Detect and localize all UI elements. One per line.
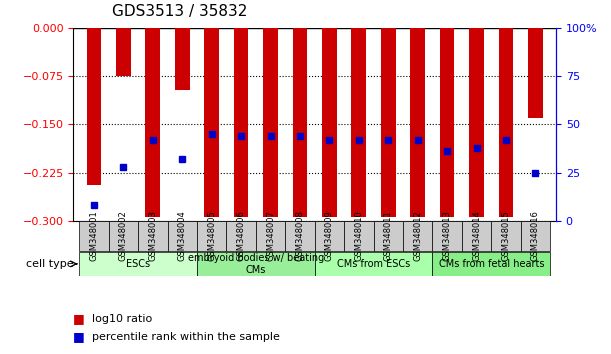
Text: GSM348002: GSM348002 [119,211,128,261]
Text: GSM348007: GSM348007 [266,210,275,261]
Bar [440,28,455,217]
Text: embryoid bodies w/ beating
CMs: embryoid bodies w/ beating CMs [188,253,324,275]
Text: ■: ■ [73,330,85,343]
Bar [411,28,425,217]
Text: GSM348015: GSM348015 [502,211,510,261]
Text: GSM348004: GSM348004 [178,211,187,261]
Bar [293,28,307,217]
FancyBboxPatch shape [167,221,197,251]
Bar [528,28,543,118]
Text: GSM348001: GSM348001 [89,211,98,261]
Text: GDS3513 / 35832: GDS3513 / 35832 [112,4,247,19]
Bar [499,28,513,217]
Bar [381,28,395,217]
FancyBboxPatch shape [79,221,109,251]
Text: GSM348013: GSM348013 [442,210,452,261]
FancyBboxPatch shape [79,252,197,276]
Text: cell type: cell type [26,259,73,269]
Text: GSM348014: GSM348014 [472,211,481,261]
Text: log10 ratio: log10 ratio [92,314,152,324]
Bar [469,28,484,217]
Text: GSM348009: GSM348009 [325,211,334,261]
FancyBboxPatch shape [344,221,373,251]
Text: ■: ■ [73,312,85,325]
Bar [175,28,189,91]
Text: GSM348012: GSM348012 [413,211,422,261]
FancyBboxPatch shape [373,221,403,251]
FancyBboxPatch shape [138,221,167,251]
FancyBboxPatch shape [109,221,138,251]
FancyBboxPatch shape [403,221,433,251]
Text: CMs from fetal hearts: CMs from fetal hearts [439,259,544,269]
FancyBboxPatch shape [226,221,256,251]
Text: GSM348016: GSM348016 [531,210,540,261]
FancyBboxPatch shape [256,221,285,251]
FancyBboxPatch shape [521,221,550,251]
Text: GSM348005: GSM348005 [207,211,216,261]
Text: ESCs: ESCs [126,259,150,269]
Bar [145,28,160,217]
FancyBboxPatch shape [433,221,462,251]
FancyBboxPatch shape [197,252,315,276]
FancyBboxPatch shape [315,221,344,251]
Bar [351,28,366,217]
Bar [204,28,219,217]
Bar [87,28,101,185]
Text: GSM348008: GSM348008 [296,210,304,261]
Bar [322,28,337,217]
FancyBboxPatch shape [315,252,433,276]
FancyBboxPatch shape [285,221,315,251]
Text: percentile rank within the sample: percentile rank within the sample [92,332,279,342]
FancyBboxPatch shape [491,221,521,251]
Bar [234,28,249,217]
FancyBboxPatch shape [462,221,491,251]
Text: GSM348006: GSM348006 [236,210,246,261]
FancyBboxPatch shape [197,221,226,251]
Text: CMs from ESCs: CMs from ESCs [337,259,410,269]
FancyBboxPatch shape [433,252,550,276]
Bar [263,28,278,217]
Text: GSM348011: GSM348011 [384,211,393,261]
Text: GSM348003: GSM348003 [148,210,157,261]
Bar [116,28,131,76]
Text: GSM348010: GSM348010 [354,211,364,261]
